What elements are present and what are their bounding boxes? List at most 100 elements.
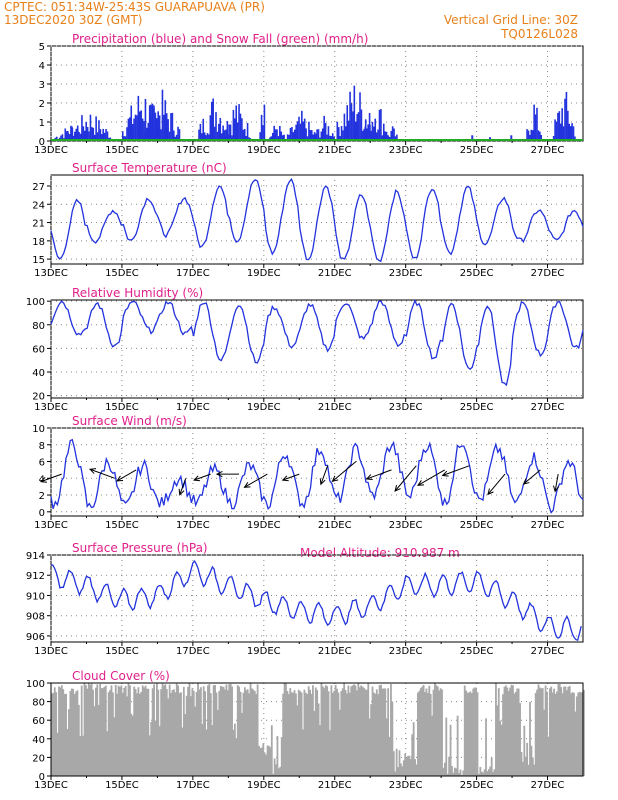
cloud-bar [432, 689, 435, 776]
cloud-bar [201, 724, 204, 776]
precip-bar [161, 89, 164, 141]
precip-bar [226, 134, 229, 141]
cloud-bar [425, 688, 428, 776]
cloud-bar [361, 686, 364, 776]
cloud-bar [173, 689, 175, 776]
wind-vector-head [365, 474, 373, 481]
precip-bar [163, 114, 165, 141]
precip-bar [317, 129, 320, 141]
cloud-bar [75, 691, 77, 776]
cloud-bar [77, 704, 80, 776]
cloud-bar [103, 686, 106, 776]
precip-bar [99, 129, 102, 141]
cloud-bar [140, 691, 143, 776]
precip-bar [306, 136, 309, 141]
cloud-bar [534, 692, 537, 776]
y-tick-label: 2 [39, 99, 45, 110]
cloud-bar [399, 763, 402, 776]
cloud-bar [568, 685, 571, 776]
cloud-bar [188, 683, 191, 776]
cloud-bar [59, 687, 62, 776]
cloud-bar [79, 736, 82, 776]
precip-bar [363, 128, 366, 141]
cloud-bar [151, 688, 154, 776]
precip-bar [199, 123, 202, 141]
precip-bar [220, 133, 223, 141]
cloud-bar [497, 688, 500, 776]
precip-bar [65, 131, 68, 141]
x-tick-label: 27DEC [531, 646, 565, 657]
precip-bar [526, 129, 528, 141]
cloud-bar [346, 693, 348, 776]
precip-bar [213, 126, 216, 141]
precip-bar [354, 121, 357, 141]
cloud-bar [357, 683, 360, 776]
cloud-bar [575, 696, 578, 776]
wind-vector [417, 469, 445, 486]
x-tick-label: 19DEC [247, 646, 281, 657]
cloud-bar [397, 767, 399, 776]
precip-bar [286, 134, 289, 141]
cloud-bar [486, 771, 489, 776]
cloud-bar [246, 689, 249, 776]
cloud-bar [96, 684, 99, 776]
precip-bar [274, 129, 277, 141]
cloud-bar [451, 765, 453, 776]
precip-bar [531, 130, 534, 141]
precip-bar [373, 126, 375, 141]
x-tick-label: 21DEC [318, 520, 352, 531]
cloud-bar [160, 689, 163, 776]
precip-bar [283, 134, 285, 141]
cloud-bar [99, 684, 102, 776]
cloud-bar [581, 692, 584, 776]
cloud-bar [390, 684, 392, 776]
cloud-bar [300, 692, 303, 776]
precip-bar [276, 129, 278, 141]
cloud-bar [577, 692, 580, 776]
cloud-bar [317, 703, 320, 776]
cloud-bar [65, 693, 67, 776]
x-tick-label: 19DEC [247, 780, 281, 791]
precip-bar [337, 127, 340, 141]
precip-bar [140, 110, 142, 141]
precip-bar [381, 135, 384, 141]
precip-bar [170, 113, 172, 141]
cloud-bar [51, 693, 53, 776]
cloud-bar [277, 768, 280, 776]
precip-bar [301, 110, 303, 141]
cloud-bar [72, 688, 75, 776]
y-tick-label: 20 [32, 753, 45, 764]
wind-vector [320, 465, 329, 485]
precip-bar [360, 109, 363, 141]
precip-bar [330, 136, 333, 141]
x-tick-label: 15DEC [105, 780, 139, 791]
cloud-bar [353, 684, 355, 776]
cloud-bar [263, 752, 266, 776]
cloud-bar [533, 764, 536, 776]
wind-vector-head [553, 485, 560, 493]
cloud-bar [112, 692, 114, 776]
cloud-bar [358, 687, 361, 776]
cloud-bar [236, 685, 239, 776]
cloud-bar [66, 729, 69, 776]
precip-bar [143, 134, 145, 141]
precip-bar [288, 134, 290, 141]
cloud-bar [154, 720, 157, 776]
precip-bar [295, 124, 297, 141]
cloud-bar [387, 688, 390, 776]
header-location: CPTEC: 051:34W-25:43S GUARAPUAVA (PR) [4, 0, 265, 14]
precip-bar [333, 136, 335, 141]
cloud-bar [119, 687, 121, 776]
precip-bar [270, 136, 273, 141]
cloud-bar [385, 718, 388, 776]
cloud-bar [106, 731, 109, 776]
precip-bar [345, 126, 347, 141]
precip-bar [226, 121, 229, 141]
precip-bar [71, 126, 73, 141]
precip-bar [216, 131, 219, 141]
precip-bar [336, 121, 339, 141]
precip-bar [471, 135, 474, 141]
cloud-bar [527, 764, 530, 776]
precip-bar [312, 134, 314, 141]
precip-bar [562, 126, 565, 141]
